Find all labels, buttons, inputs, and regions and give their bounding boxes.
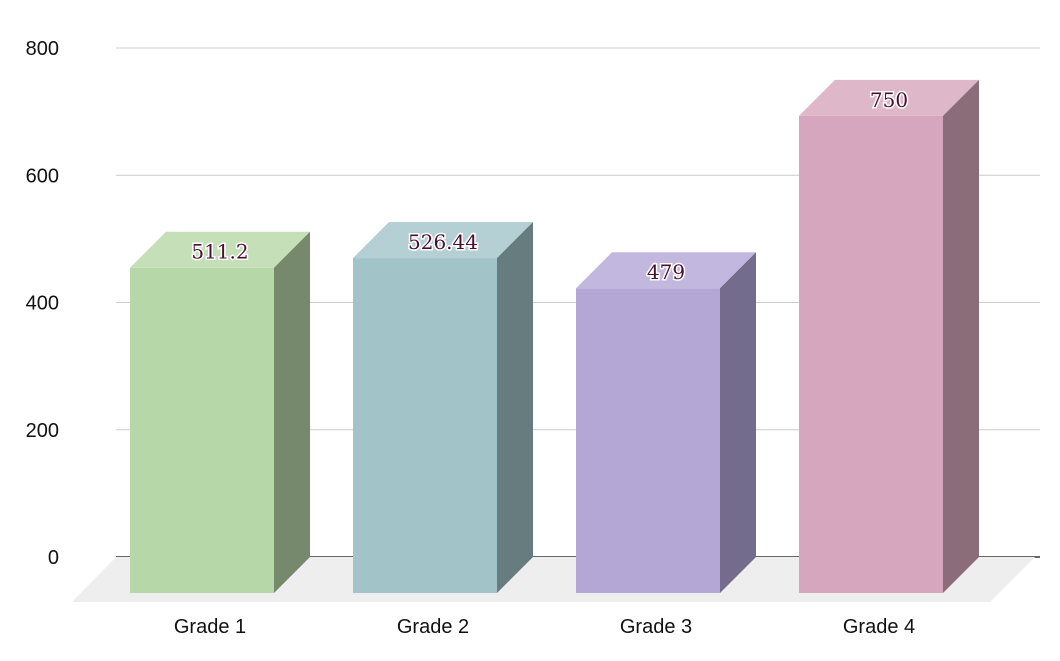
y-tick-label: 400 [26,293,59,315]
bar-top-face [799,79,979,116]
x-category-label: Grade 3 [620,616,692,638]
bar-top-face [576,252,756,289]
y-tick-label: 200 [26,420,59,442]
bar-front-face [353,258,497,593]
chart-floor [72,557,1035,602]
bar-1 [130,231,310,593]
bar-side-face [497,222,533,593]
bar-front-face [130,267,274,593]
bar-side-face [274,231,310,593]
x-category-label: Grade 4 [843,616,915,638]
bar-side-face [943,79,979,593]
data-label: 511.2 [191,240,248,264]
data-labels: 511.2 526.44 479 750 [190,86,910,285]
y-tick-label: 800 [26,38,59,60]
bar-3 [576,252,756,593]
x-axis-categories: Grade 1 Grade 2 Grade 3 Grade 4 [174,616,915,638]
bar-front-face [799,115,943,593]
bars [130,79,979,593]
data-label: 526.44 [408,230,478,254]
bar-4 [799,79,979,593]
y-axis-ticks: 0 200 400 600 800 [26,38,59,569]
data-label: 479 [647,260,685,284]
data-label: 750 [870,88,908,112]
x-category-label: Grade 1 [174,616,246,638]
x-category-label: Grade 2 [397,616,469,638]
bar-top-face [130,231,310,268]
bar-2 [353,222,533,593]
bar-side-face [720,252,756,593]
y-tick-label: 0 [48,547,59,569]
bar-front-face [576,288,720,593]
bar-top-face [353,222,533,259]
y-tick-label: 600 [26,165,59,187]
